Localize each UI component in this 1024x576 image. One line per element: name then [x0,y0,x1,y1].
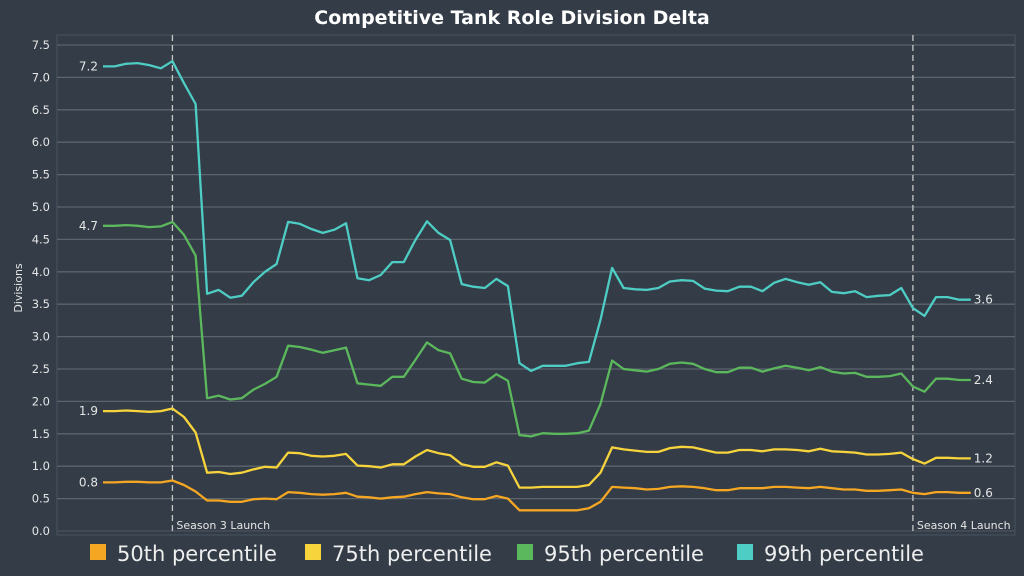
series-end-label: 0.6 [974,486,993,500]
y-tick-label: 5.0 [32,200,50,214]
y-tick-label: 2.5 [32,362,50,376]
gridlines [57,44,1015,532]
y-axis-ticks: 0.0 0.5 1.0 1.5 2.0 2.5 3.0 3.5 4.0 4.5 5.0 5.5 6.0 6… [32,38,50,538]
legend-label: 99th percentile [764,542,924,566]
series-line-50th [103,479,971,512]
legend-label: 50th percentile [117,542,277,566]
legend-swatch [90,544,106,560]
legend-swatch [737,544,753,560]
y-tick-label: 4.0 [32,265,50,279]
series-line-99th [103,60,971,373]
plot-frame [56,34,1016,536]
series-end-label: 3.6 [974,293,993,307]
legend-item: 99th percentile [737,542,924,566]
series-lines [103,60,971,512]
series-start-label: 0.8 [79,475,98,489]
y-tick-label: 7.5 [32,38,50,52]
y-tick-label: 5.5 [32,168,50,182]
series-line-75th [103,407,971,489]
series-start-label: 1.9 [79,404,98,418]
legend-label: 75th percentile [332,542,492,566]
series-start-label: 4.7 [79,219,98,233]
series-end-label: 1.2 [974,451,993,465]
season-marker-label: Season 4 Launch [917,519,1011,532]
y-tick-label: 1.5 [32,427,50,441]
season-annotations: Season 3 Launch Season 4 Launch [171,35,1011,535]
y-tick-label: 3.5 [32,297,50,311]
legend-item: 50th percentile [90,542,277,566]
y-tick-label: 3.0 [32,330,50,344]
legend-item: 95th percentile [517,542,704,566]
y-tick-label: 2.0 [32,394,50,408]
y-axis-label: Divisions [12,263,25,313]
y-tick-label: 6.0 [32,135,50,149]
y-tick-label: 0.5 [32,492,50,506]
series-end-label: 2.4 [974,373,993,387]
legend-swatch [305,544,321,560]
y-tick-label: 0.0 [32,524,50,538]
y-tick-label: 4.5 [32,232,50,246]
legend-label: 95th percentile [544,542,704,566]
series-line-95th [103,220,971,438]
legend: 50th percentile 75th percentile 95th perce… [90,542,924,566]
y-tick-label: 7.0 [32,70,50,84]
series-start-label: 7.2 [79,59,98,73]
chart-title: Competitive Tank Role Division Delta [314,7,709,29]
y-tick-label: 6.5 [32,103,50,117]
series-end-labels: 0.8 0.6 1.9 1.2 4.7 2.4 7.2 3.6 [79,59,993,499]
legend-item: 75th percentile [305,542,492,566]
y-tick-label: 1.0 [32,459,50,473]
legend-swatch [517,544,533,560]
season-marker-label: Season 3 Launch [176,519,270,532]
